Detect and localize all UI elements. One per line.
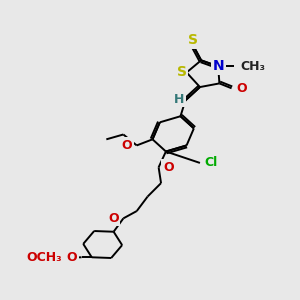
Text: O: O — [122, 139, 132, 152]
Text: H: H — [174, 93, 184, 106]
Text: Cl: Cl — [205, 156, 218, 170]
Text: O: O — [67, 251, 77, 264]
Text: N: N — [212, 59, 224, 74]
Text: O: O — [108, 212, 119, 225]
Text: O: O — [236, 82, 247, 95]
Text: O: O — [163, 161, 174, 174]
Text: S: S — [188, 33, 198, 47]
Text: CH₃: CH₃ — [240, 60, 265, 73]
Text: S: S — [177, 65, 187, 80]
Text: OCH₃: OCH₃ — [26, 251, 62, 264]
